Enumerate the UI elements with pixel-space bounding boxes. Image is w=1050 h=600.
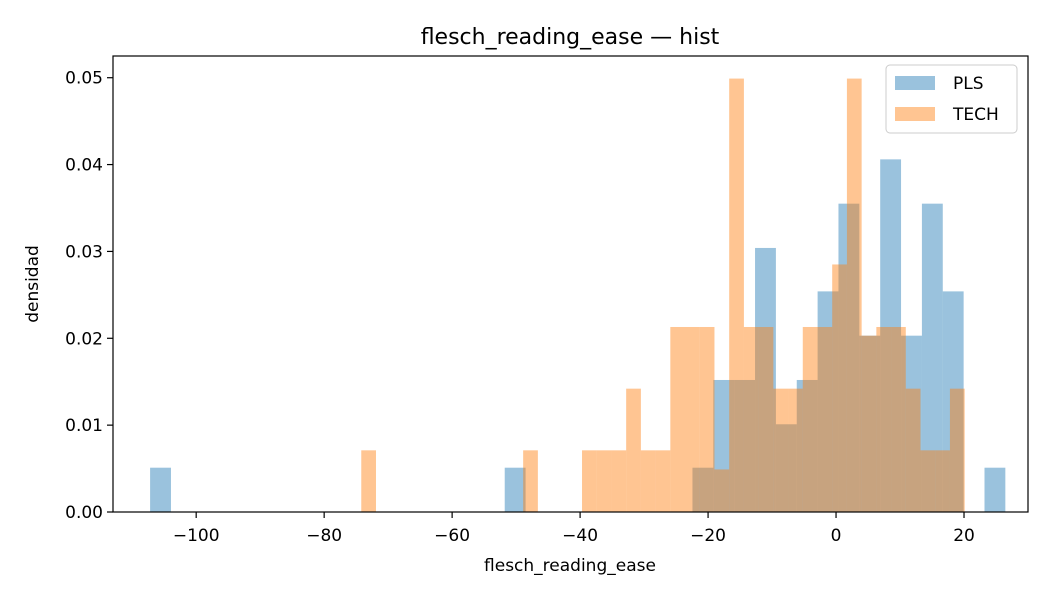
x-tick-label: −40 <box>562 526 598 546</box>
bar-pls <box>838 203 860 512</box>
y-tick-label: 0.04 <box>65 156 103 176</box>
legend-swatch-pls <box>895 76 935 90</box>
bar-tech <box>596 450 612 512</box>
bar-tech <box>729 78 744 512</box>
y-tick-label: 0.02 <box>65 329 103 349</box>
x-tick-label: 0 <box>831 526 842 546</box>
y-tick-label: 0.03 <box>65 242 103 262</box>
legend: PLS TECH <box>885 64 1018 134</box>
bar-pls <box>984 467 1006 512</box>
bar-pls <box>942 291 964 512</box>
bar-tech <box>699 326 715 512</box>
legend-label-pls: PLS <box>953 74 984 94</box>
bar-pls <box>734 379 756 512</box>
bar-tech <box>758 326 774 512</box>
bar-tech <box>817 326 833 512</box>
bar-tech <box>935 450 950 512</box>
bar-tech <box>582 450 597 512</box>
legend-label-tech: TECH <box>952 105 999 125</box>
y-tick-label: 0.05 <box>65 69 103 89</box>
bar-tech <box>905 388 921 512</box>
y-axis-label: densidad <box>23 245 43 323</box>
x-tick-label: 20 <box>953 526 975 546</box>
bar-tech <box>773 388 789 512</box>
bar-pls <box>880 159 902 513</box>
bar-pls <box>921 203 943 512</box>
x-axis-label: flesch_reading_ease <box>484 556 656 576</box>
bar-pls <box>901 335 922 512</box>
bars-layer <box>150 78 1006 513</box>
bar-pls <box>713 379 735 512</box>
bar-pls <box>755 247 776 512</box>
bar-pls <box>817 291 839 512</box>
bar-tech <box>861 335 877 512</box>
legend-swatch-tech <box>895 107 935 121</box>
bar-pls <box>796 379 818 512</box>
bar-tech <box>832 264 847 512</box>
bar-pls <box>692 467 714 512</box>
bar-tech <box>949 388 965 512</box>
bar-tech <box>685 326 700 512</box>
x-tick-label: −60 <box>434 526 470 546</box>
y-axis: 0.00 0.01 0.02 0.03 0.04 0.05 <box>65 69 113 523</box>
bar-tech <box>846 78 862 512</box>
legend-frame <box>885 64 1018 134</box>
bar-tech <box>361 450 376 512</box>
bar-tech <box>891 326 906 512</box>
bar-tech <box>876 326 892 512</box>
y-tick-label: 0.01 <box>65 416 103 436</box>
bar-tech <box>626 388 641 512</box>
bar-tech <box>523 450 538 512</box>
bar-pls <box>859 335 881 512</box>
bar-pls <box>150 467 171 512</box>
bar-tech <box>802 326 818 512</box>
bar-tech <box>920 450 936 512</box>
bar-pls <box>775 424 797 512</box>
bar-tech <box>788 388 803 512</box>
bar-tech <box>611 450 627 512</box>
bar-tech <box>670 326 686 512</box>
x-tick-label: −100 <box>173 526 220 546</box>
x-tick-label: −20 <box>690 526 726 546</box>
bar-tech <box>714 469 730 512</box>
x-axis: −100 −80 −60 −40 −20 0 20 <box>173 512 975 546</box>
bar-pls <box>504 467 526 512</box>
bar-tech <box>640 450 656 512</box>
bar-tech <box>743 326 759 512</box>
chart-title: flesch_reading_ease — hist <box>421 25 720 50</box>
plot-frame <box>112 55 1029 513</box>
x-tick-label: −80 <box>306 526 342 546</box>
y-tick-label: 0.00 <box>65 503 103 523</box>
bar-tech <box>655 450 671 512</box>
